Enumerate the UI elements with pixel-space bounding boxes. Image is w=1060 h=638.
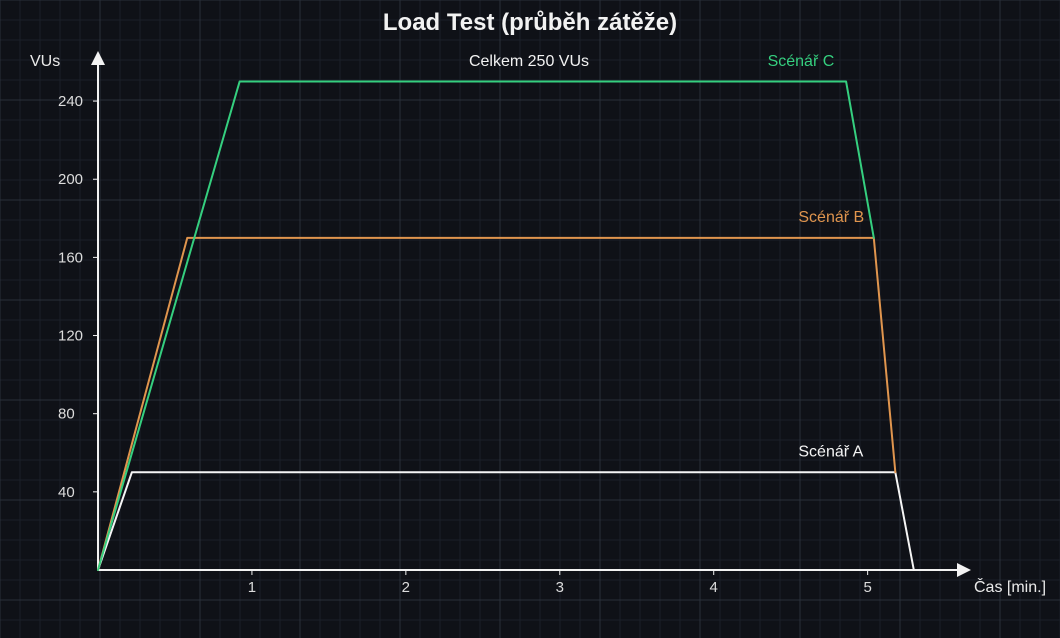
x-axis-label: Čas [min.]: [974, 577, 1046, 596]
chart-title: Load Test (průběh zátěže): [383, 9, 677, 36]
x-tick-label: 1: [248, 579, 256, 596]
x-tick-label: 5: [863, 579, 871, 596]
x-tick-label: 3: [556, 579, 564, 596]
y-tick-label: 240: [58, 93, 83, 110]
series-label-b: Scénář B: [798, 209, 864, 226]
y-axis-label: VUs: [30, 53, 60, 70]
y-tick-label: 200: [58, 171, 83, 188]
x-tick-label: 4: [710, 579, 718, 596]
load-test-chart: Load Test (průběh zátěže)408012016020024…: [0, 0, 1060, 638]
x-tick-label: 2: [402, 579, 410, 596]
y-tick-label: 120: [58, 328, 83, 345]
annotation-total-vus: Celkem 250 VUs: [469, 53, 589, 70]
series-label-a: Scénář A: [798, 444, 863, 461]
series-label-c: Scénář C: [768, 53, 835, 70]
y-tick-label: 80: [58, 406, 75, 423]
y-tick-label: 40: [58, 484, 75, 501]
chart-svg: Load Test (průběh zátěže)408012016020024…: [0, 0, 1060, 638]
y-tick-label: 160: [58, 249, 83, 266]
